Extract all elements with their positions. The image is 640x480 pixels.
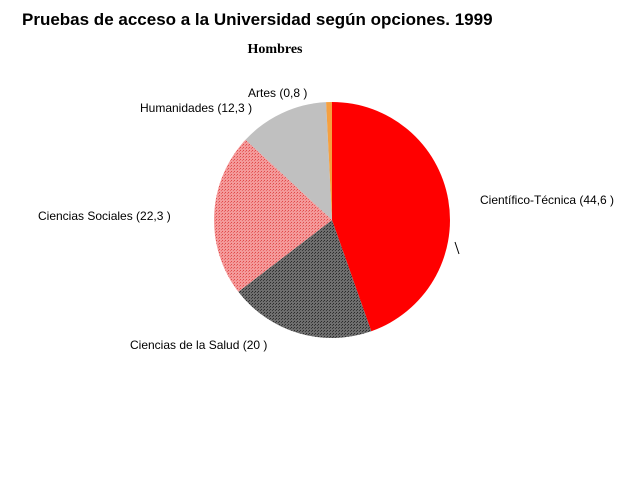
slice-label-1: Ciencias de la Salud (20 ) — [130, 338, 267, 352]
pie-slice-2 — [214, 139, 332, 292]
chart-title: Pruebas de acceso a la Universidad según… — [22, 10, 493, 29]
pie-slice-3 — [245, 102, 332, 220]
leader-tick — [454, 241, 460, 255]
slice-label-4: Artes (0,8 ) — [248, 86, 307, 100]
pie-slice-0 — [332, 102, 450, 332]
slice-label-2: Ciencias Sociales (22,3 ) — [38, 209, 171, 223]
slice-label-3: Humanidades (12,3 ) — [140, 101, 252, 115]
pie-slice-4 — [326, 102, 332, 220]
chart-subtitle: Hombres — [247, 42, 303, 57]
slice-label-0: Científico-Técnica (44,6 ) — [480, 193, 614, 207]
pie-slice-1 — [238, 220, 372, 338]
